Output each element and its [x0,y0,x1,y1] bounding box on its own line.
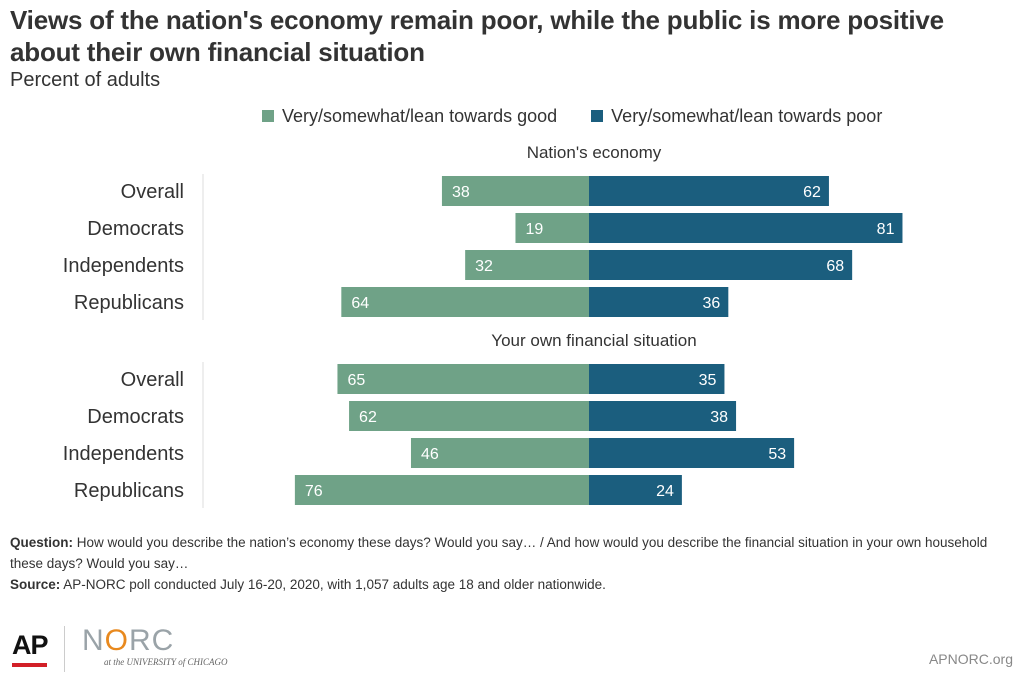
question-note: Question: How would you describe the nat… [10,532,1018,574]
legend-label-poor: Very/somewhat/lean towards poor [611,105,883,126]
bar-poor [589,250,853,280]
legend-item-good: Very/somewhat/lean towards good [262,106,557,127]
bar-poor [589,287,729,317]
data-label-poor: 62 [803,184,821,201]
chart-subtitle: Percent of adults [10,69,161,91]
norc-logo-n: N [82,624,105,657]
bar-good [441,176,589,206]
source-label: Source: [10,577,61,592]
data-label-good: 32 [475,258,493,275]
bar-good [349,401,589,431]
data-label-good: 65 [347,372,365,389]
legend-item-poor: Very/somewhat/lean towards poor [591,106,882,127]
data-label-good: 19 [525,221,543,238]
bar-poor [589,213,903,243]
norc-logo-o: O [104,624,130,657]
category-label: Democrats [87,406,184,428]
data-label-good: 64 [351,295,369,312]
ap-logo-bar [12,663,47,667]
question-label: Question: [10,535,73,550]
category-label: Independents [63,443,184,465]
category-label: Overall [121,369,184,391]
bar-good [465,250,589,280]
bar-good [294,475,589,505]
legend-label-good: Very/somewhat/lean towards good [282,105,558,126]
data-label-poor: 68 [826,258,844,275]
panel-title: Your own financial situation [491,331,696,350]
category-label: Democrats [87,218,184,240]
data-label-poor: 24 [656,483,674,500]
data-label-poor: 35 [699,372,717,389]
data-label-good: 38 [452,184,470,201]
data-label-good: 46 [421,446,439,463]
source-note: Source: AP-NORC poll conducted July 16-2… [10,574,1018,595]
data-label-poor: 81 [877,221,895,238]
category-label: Overall [121,181,184,203]
norc-logo: NORC [82,624,174,658]
data-label-good: 62 [359,409,377,426]
site-url: APNORC.org [928,651,1013,667]
norc-logo-subtitle: at the UNIVERSITY of CHICAGO [104,657,228,667]
bar-good [337,364,589,394]
footnote: Question: How would you describe the nat… [10,532,1018,595]
legend: Very/somewhat/lean towards good Very/som… [262,104,916,128]
logo-divider [64,626,65,672]
diverging-bar-chart: Nation's economy Overall 38 62 Democrats 19 81… [63,143,903,508]
norc-logo-rc: RC [129,624,175,657]
legend-swatch-poor [591,110,604,122]
source-text: AP-NORC poll conducted July 16-20, 2020,… [63,577,606,592]
bar-good [341,287,589,317]
data-label-good: 76 [305,483,323,500]
bar-poor [589,176,829,206]
data-label-poor: 38 [710,409,728,426]
bar-poor [589,475,682,505]
bar-poor [589,401,737,431]
bar-good [410,438,589,468]
bar-poor [589,438,795,468]
chart-title: Views of the nation's economy remain poo… [10,5,944,67]
bar-poor [589,364,725,394]
category-label: Republicans [74,292,184,314]
question-text: How would you describe the nation’s econ… [10,535,988,571]
data-label-poor: 36 [703,295,721,312]
category-label: Independents [63,255,184,277]
bar-good [515,213,589,243]
ap-logo: AP [12,630,49,660]
data-label-poor: 53 [768,446,786,463]
category-label: Republicans [74,480,184,502]
panel-title: Nation's economy [527,143,662,162]
legend-swatch-good [262,110,274,122]
